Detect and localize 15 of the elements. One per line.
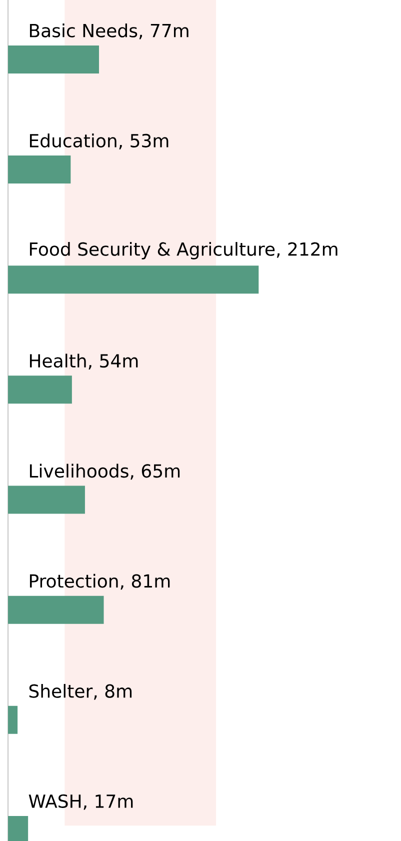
y-tick-label: Education, 53m: [30, 134, 168, 150]
bar: [8, 486, 85, 514]
y-tick-label: Health, 54m: [30, 354, 138, 370]
y-tick-label: Food Security & Agriculture, 212m: [30, 242, 338, 260]
bar: [8, 45, 99, 74]
y-tick-label: WASH, 17m: [28, 794, 133, 810]
bar: [8, 266, 259, 294]
bar: [8, 376, 72, 404]
bar: [8, 706, 18, 734]
bar: [8, 596, 104, 624]
bar: [8, 156, 71, 184]
y-tick-label: Protection, 81m: [30, 574, 170, 590]
y-tick-label: Shelter, 8m: [29, 684, 132, 700]
y-tick-label: Basic Needs, 77m: [30, 23, 188, 40]
y-tick-label: Livelihoods, 65m: [30, 464, 180, 480]
